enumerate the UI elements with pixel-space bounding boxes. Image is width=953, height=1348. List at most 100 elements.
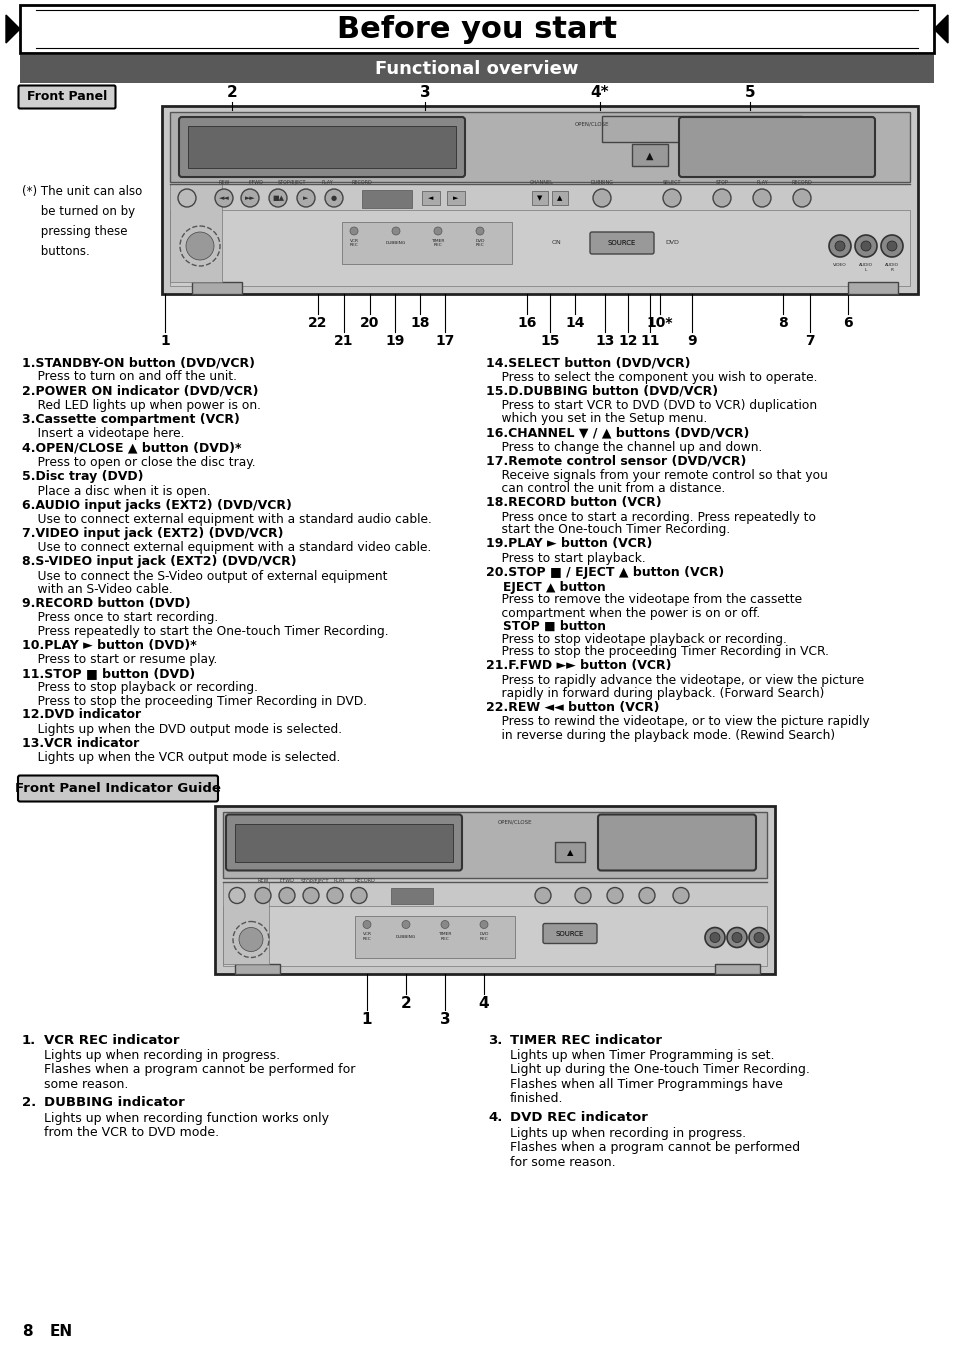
Text: AUDIO
R: AUDIO R bbox=[884, 263, 898, 271]
Text: 20: 20 bbox=[360, 315, 379, 330]
Text: 22.REW ◄◄ button (VCR): 22.REW ◄◄ button (VCR) bbox=[485, 701, 659, 714]
Text: DUBBING: DUBBING bbox=[385, 241, 406, 245]
Text: (*) The unit can also
     be turned on by
     pressing these
     buttons.: (*) The unit can also be turned on by pr… bbox=[22, 185, 142, 257]
Circle shape bbox=[748, 927, 768, 948]
Bar bbox=[714, 964, 760, 973]
Circle shape bbox=[752, 189, 770, 208]
Circle shape bbox=[440, 921, 449, 929]
Text: Press to stop videotape playback or recording.: Press to stop videotape playback or reco… bbox=[485, 632, 786, 646]
Text: Flashes when a program cannot be performed for: Flashes when a program cannot be perform… bbox=[44, 1064, 355, 1077]
Bar bbox=[447, 191, 464, 205]
FancyBboxPatch shape bbox=[679, 117, 874, 177]
Text: DVD REC indicator: DVD REC indicator bbox=[510, 1111, 647, 1124]
Circle shape bbox=[712, 189, 730, 208]
Text: 2: 2 bbox=[400, 996, 411, 1011]
Bar bbox=[532, 191, 547, 205]
Text: RECORD: RECORD bbox=[791, 181, 812, 185]
Text: Press to rewind the videotape, or to view the picture rapidly: Press to rewind the videotape, or to vie… bbox=[485, 716, 869, 728]
Circle shape bbox=[704, 927, 724, 948]
Circle shape bbox=[278, 887, 294, 903]
Text: CHANNEL: CHANNEL bbox=[530, 181, 554, 185]
Text: OPEN/CLOSE: OPEN/CLOSE bbox=[497, 820, 532, 824]
FancyBboxPatch shape bbox=[542, 923, 597, 944]
Text: 13.VCR indicator: 13.VCR indicator bbox=[22, 737, 139, 749]
Text: 1.: 1. bbox=[22, 1034, 36, 1046]
Text: 15: 15 bbox=[539, 334, 559, 348]
Bar bbox=[20, 55, 933, 84]
Text: 12.DVD indicator: 12.DVD indicator bbox=[22, 709, 141, 721]
Circle shape bbox=[269, 189, 287, 208]
Text: Functional overview: Functional overview bbox=[375, 61, 578, 78]
Text: Before you start: Before you start bbox=[336, 15, 617, 44]
Text: 4.: 4. bbox=[488, 1111, 502, 1124]
Text: Use to connect the S-Video output of external equipment: Use to connect the S-Video output of ext… bbox=[22, 570, 387, 582]
Bar bbox=[20, 5, 933, 53]
Text: DVD
REC: DVD REC bbox=[478, 933, 488, 941]
Text: Lights up when recording in progress.: Lights up when recording in progress. bbox=[510, 1127, 745, 1139]
Text: Press to start or resume play.: Press to start or resume play. bbox=[22, 652, 217, 666]
Text: ▲: ▲ bbox=[557, 195, 562, 201]
Text: 8: 8 bbox=[22, 1325, 32, 1340]
Text: EN: EN bbox=[50, 1325, 73, 1340]
Text: Press once to start recording.: Press once to start recording. bbox=[22, 612, 218, 624]
Text: 2: 2 bbox=[227, 85, 237, 100]
Bar bbox=[223, 811, 766, 878]
Text: F.FWD: F.FWD bbox=[279, 879, 294, 883]
Circle shape bbox=[662, 189, 680, 208]
Text: ►: ► bbox=[303, 195, 309, 201]
Text: ▲: ▲ bbox=[566, 848, 573, 857]
Bar bbox=[170, 112, 909, 182]
Circle shape bbox=[239, 927, 263, 952]
Text: Red LED lights up when power is on.: Red LED lights up when power is on. bbox=[22, 399, 261, 412]
Text: SELECT: SELECT bbox=[662, 181, 680, 185]
Text: Press repeatedly to start the One-touch Timer Recording.: Press repeatedly to start the One-touch … bbox=[22, 624, 388, 638]
Circle shape bbox=[709, 933, 720, 942]
Text: start the One-touch Timer Recording.: start the One-touch Timer Recording. bbox=[485, 523, 729, 537]
Text: Press to start playback.: Press to start playback. bbox=[485, 551, 645, 565]
Text: 11.STOP ■ button (DVD): 11.STOP ■ button (DVD) bbox=[22, 667, 195, 679]
Text: Light up during the One-touch Timer Recording.: Light up during the One-touch Timer Reco… bbox=[510, 1064, 809, 1077]
Bar bbox=[162, 106, 917, 294]
Text: STOP/EJECT: STOP/EJECT bbox=[300, 879, 329, 883]
Text: 18.RECORD button (VCR): 18.RECORD button (VCR) bbox=[485, 496, 661, 510]
Text: ▼: ▼ bbox=[537, 195, 542, 201]
Circle shape bbox=[880, 235, 902, 257]
Text: Press to start VCR to DVD (DVD to VCR) duplication: Press to start VCR to DVD (DVD to VCR) d… bbox=[485, 399, 817, 412]
Text: from the VCR to DVD mode.: from the VCR to DVD mode. bbox=[44, 1127, 219, 1139]
Bar bbox=[847, 282, 897, 294]
Text: 4: 4 bbox=[478, 996, 489, 1011]
Bar bbox=[631, 144, 667, 166]
Text: 9.RECORD button (DVD): 9.RECORD button (DVD) bbox=[22, 597, 191, 611]
Circle shape bbox=[834, 241, 844, 251]
Text: 16.CHANNEL ▼ / ▲ buttons (DVD/VCR): 16.CHANNEL ▼ / ▲ buttons (DVD/VCR) bbox=[485, 426, 749, 439]
Circle shape bbox=[886, 241, 896, 251]
Text: can control the unit from a distance.: can control the unit from a distance. bbox=[485, 483, 724, 495]
Circle shape bbox=[476, 226, 483, 235]
Text: for some reason.: for some reason. bbox=[510, 1155, 615, 1169]
Circle shape bbox=[731, 933, 741, 942]
Text: 17: 17 bbox=[435, 334, 455, 348]
Circle shape bbox=[241, 189, 258, 208]
Bar bbox=[234, 824, 453, 861]
Text: SOURCE: SOURCE bbox=[607, 240, 636, 245]
Text: which you set in the Setup menu.: which you set in the Setup menu. bbox=[485, 412, 706, 425]
Bar bbox=[214, 806, 774, 973]
Circle shape bbox=[350, 226, 357, 235]
Text: 5.Disc tray (DVD): 5.Disc tray (DVD) bbox=[22, 470, 143, 483]
FancyBboxPatch shape bbox=[598, 814, 755, 871]
Text: Front Panel Indicator Guide: Front Panel Indicator Guide bbox=[15, 782, 221, 795]
Bar bbox=[601, 116, 801, 142]
Text: 19.PLAY ► button (VCR): 19.PLAY ► button (VCR) bbox=[485, 538, 652, 550]
Text: PLAY: PLAY bbox=[321, 181, 333, 185]
Text: Use to connect external equipment with a standard audio cable.: Use to connect external equipment with a… bbox=[22, 514, 432, 526]
Text: Flashes when a program cannot be performed: Flashes when a program cannot be perform… bbox=[510, 1140, 800, 1154]
Bar bbox=[355, 915, 515, 957]
Text: STOP: STOP bbox=[715, 181, 727, 185]
Circle shape bbox=[854, 235, 876, 257]
Circle shape bbox=[363, 921, 371, 929]
Text: Press to change the channel up and down.: Press to change the channel up and down. bbox=[485, 441, 761, 453]
Circle shape bbox=[434, 226, 441, 235]
Text: VCR REC indicator: VCR REC indicator bbox=[44, 1034, 179, 1046]
Text: Lights up when the VCR output mode is selected.: Lights up when the VCR output mode is se… bbox=[22, 751, 340, 764]
Text: Place a disc when it is open.: Place a disc when it is open. bbox=[22, 484, 211, 497]
